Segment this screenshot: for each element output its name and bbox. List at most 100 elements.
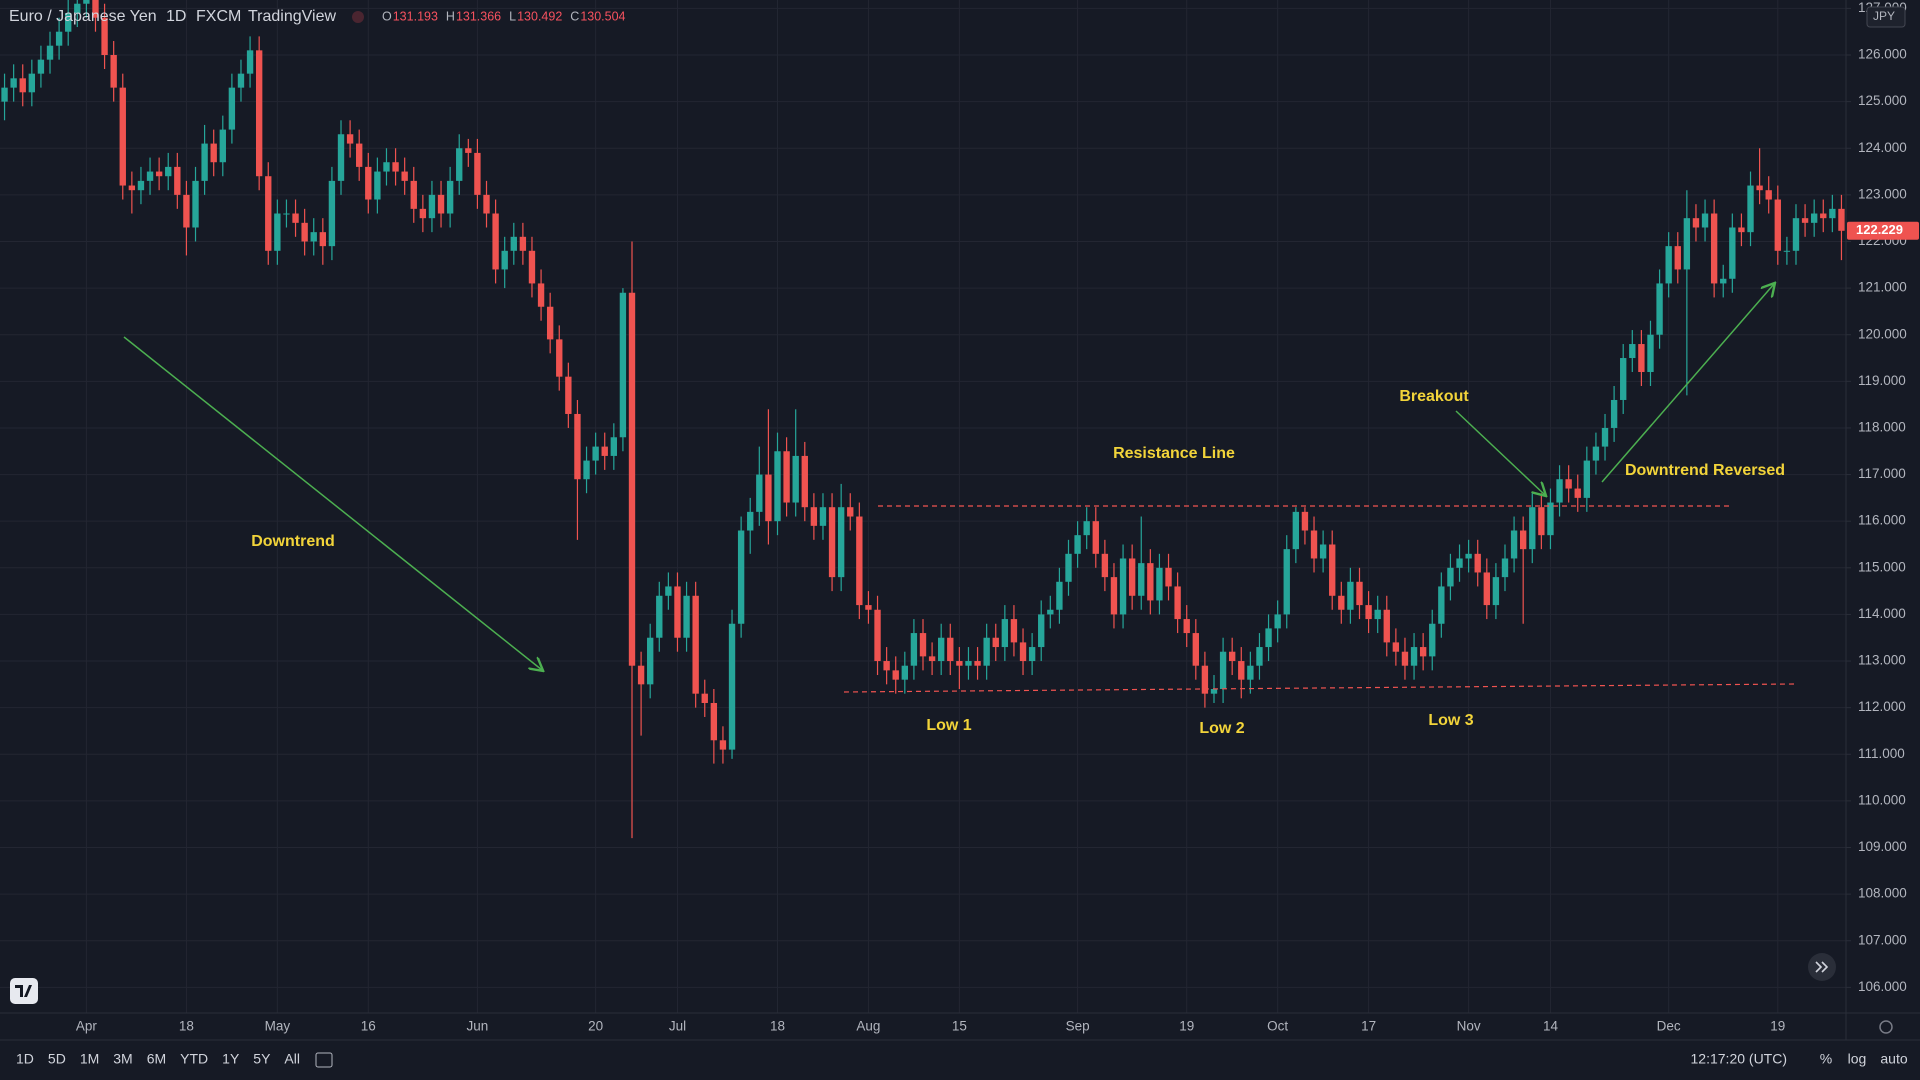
candle-body	[374, 171, 381, 200]
candle-body	[801, 455, 808, 508]
candle-body	[792, 455, 799, 503]
candle-body	[1801, 218, 1809, 223]
candle-body	[1838, 208, 1845, 231]
quote-key: H	[446, 9, 455, 23]
candle-body	[1028, 647, 1036, 662]
candle-body	[1074, 535, 1081, 554]
candle-body	[328, 180, 336, 247]
last-price-label: 122.229	[1856, 222, 1903, 237]
candle-body	[446, 180, 454, 214]
range-button[interactable]: YTD	[180, 1051, 208, 1067]
scale-option[interactable]: auto	[1880, 1051, 1907, 1067]
candle-body	[356, 143, 363, 167]
candle-body	[583, 460, 590, 480]
range-button[interactable]: 3M	[113, 1051, 132, 1067]
candle-body	[737, 530, 745, 624]
candle-body	[1228, 651, 1236, 662]
scale-option[interactable]: %	[1820, 1051, 1832, 1067]
candle-body	[1410, 647, 1418, 666]
candle-body	[656, 595, 663, 638]
range-button[interactable]: 5D	[48, 1051, 66, 1067]
candle-body	[337, 134, 345, 181]
candle-body	[1338, 595, 1345, 610]
candle-body	[1474, 553, 1481, 573]
toolbar: 1D 5D 1M 3M 6M YTD 1Y 5Y All 12:17:20 (UTC)% log au…	[16, 1051, 1908, 1067]
candle-body	[1, 87, 8, 102]
settings-icon[interactable]	[1879, 1020, 1893, 1034]
candle-body	[865, 605, 872, 610]
candle-body	[274, 213, 281, 251]
y-tick-label: 116.000	[1858, 513, 1906, 528]
range-button[interactable]: All	[284, 1051, 300, 1067]
candle-body	[1128, 558, 1136, 596]
candle-body	[528, 250, 536, 284]
candle-body	[19, 78, 26, 93]
range-button[interactable]: 1Y	[222, 1051, 240, 1067]
candle-body	[1729, 227, 1736, 279]
symbol[interactable]: Euro / Japanese Yen	[9, 8, 157, 25]
candle-body	[1501, 558, 1509, 578]
candle-body	[1247, 665, 1254, 680]
candle-body	[1001, 619, 1009, 648]
candle-body	[1119, 558, 1127, 615]
interval[interactable]: 1D	[166, 8, 186, 25]
candle-body	[1829, 208, 1836, 219]
candle-body	[837, 507, 845, 578]
candle-body	[119, 87, 126, 186]
candle-body	[1701, 213, 1709, 228]
range-button[interactable]: 6M	[147, 1051, 166, 1067]
candle-body	[874, 609, 881, 662]
candle-body	[1210, 689, 1218, 694]
candle-body	[228, 87, 236, 130]
candle-body	[1683, 218, 1691, 270]
candle-body	[1038, 614, 1045, 648]
candle-body	[565, 376, 572, 414]
goto-date-icon[interactable]	[315, 1052, 333, 1068]
candle-body	[710, 702, 718, 741]
y-tick-label: 108.000	[1858, 886, 1907, 901]
candle-body	[1110, 577, 1118, 615]
candle-body	[928, 656, 936, 662]
candle-body	[1019, 642, 1027, 662]
range-button[interactable]: 1D	[16, 1051, 34, 1067]
candle-body	[1610, 399, 1618, 428]
scale-option[interactable]: log	[1848, 1051, 1867, 1067]
candle-body	[1319, 544, 1327, 559]
candle-body	[165, 166, 172, 177]
x-tick-label: 14	[1543, 1019, 1559, 1034]
candle-body	[1783, 250, 1791, 252]
candle-body	[1465, 553, 1472, 559]
x-tick-label: 15	[952, 1019, 967, 1034]
y-tick-label: 119.000	[1858, 373, 1906, 388]
range-button[interactable]: 1M	[80, 1051, 99, 1067]
annotation: Downtrend Reversed	[1625, 462, 1785, 479]
candle-body	[1674, 246, 1681, 270]
candle-body	[728, 623, 736, 750]
candle-body	[519, 236, 527, 251]
x-tick-label: Dec	[1657, 1019, 1681, 1034]
candle-body	[983, 637, 990, 666]
candle-body	[410, 180, 417, 209]
candle-body	[346, 134, 354, 144]
candle-body	[1192, 633, 1199, 666]
y-tick-label: 125.000	[1858, 93, 1907, 108]
range-button[interactable]: 5Y	[253, 1051, 271, 1067]
candle-body	[1238, 661, 1245, 680]
clock: 12:17:20 (UTC)	[1691, 1051, 1787, 1067]
candle-body	[883, 661, 890, 671]
candle-body	[37, 59, 45, 74]
status-dot	[352, 11, 364, 23]
quote-key: L	[509, 9, 516, 23]
candle-body	[628, 292, 636, 666]
candle-body	[501, 250, 508, 270]
y-tick-label: 107.000	[1858, 932, 1907, 947]
x-tick-label: Nov	[1457, 1019, 1481, 1034]
candle-body	[419, 208, 427, 219]
candle-body	[1083, 521, 1090, 536]
currency-button[interactable]	[1866, 6, 1906, 28]
candle-body	[1556, 479, 1563, 503]
logo[interactable]	[10, 978, 38, 1004]
currency[interactable]: JPY	[1873, 9, 1895, 23]
